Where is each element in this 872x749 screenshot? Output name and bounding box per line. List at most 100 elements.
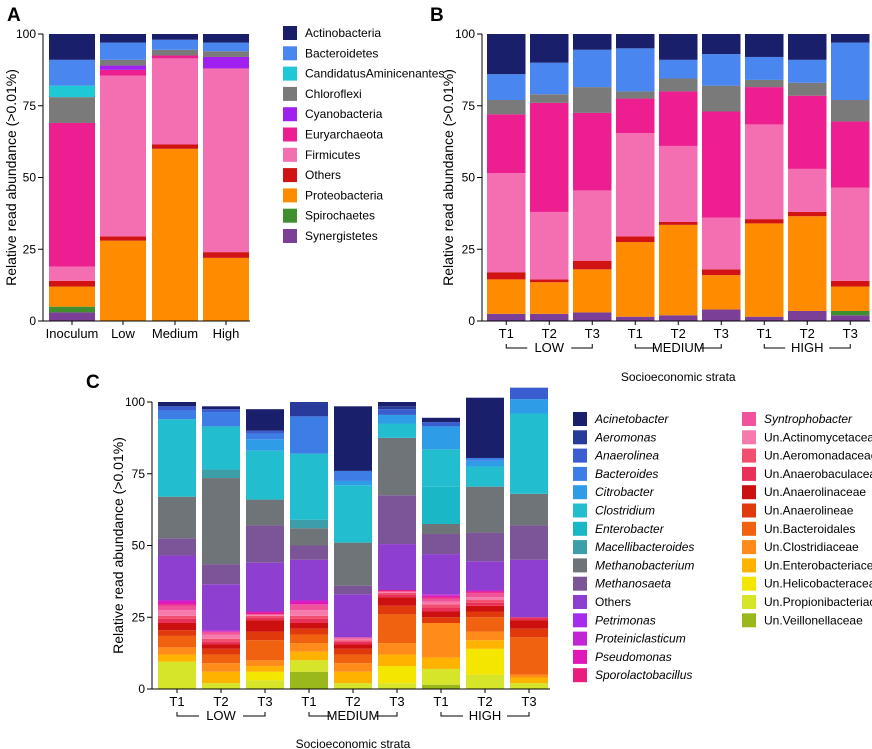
- bar-segment-b-actinobacteria-0: [487, 34, 526, 75]
- bar-segment-c-un-propionibacteriaceae-6: [422, 668, 460, 685]
- bar-segment-b-euryarchaeota-5: [702, 111, 741, 218]
- bar-segment-c-un-anaerolineae-0: [158, 630, 196, 636]
- legend-swatch-c-sporolactobacillus: [573, 668, 587, 683]
- legend-swatch-c-acinetobacter: [573, 412, 587, 426]
- bar-segment-b-actinobacteria-2: [573, 34, 612, 50]
- group-bracket-right-b: [571, 344, 593, 349]
- y-axis-title-a: Relative read abundance (>0.01%): [3, 69, 19, 286]
- legend-swatch-c-syntrophobacter: [742, 412, 756, 426]
- x-tick-label-b: T2: [800, 326, 815, 341]
- group-label-high-c: HIGH: [469, 708, 502, 723]
- bar-segment-b-bacteroidetes-6: [745, 56, 784, 80]
- bar-segment-c-methanobacterium-4: [334, 542, 372, 586]
- bar-segment-b-synergistetes-5: [702, 309, 741, 321]
- bar-segment-c-un-enterobacteriaceae-2: [246, 666, 284, 672]
- bar-segment-c-bacteroides-7: [466, 457, 504, 461]
- bar-segment-c-sporolactobacillus-6: [422, 597, 460, 599]
- bar-segment-b-firmicutes-3: [616, 133, 655, 237]
- bar-segment-c-anaerolinea-1: [202, 409, 240, 413]
- bar-segment-b-others-3: [616, 236, 655, 243]
- bar-segment-c-un-enterobacteriaceae-5: [378, 654, 416, 667]
- bar-segment-c-anaerolinea-2: [246, 430, 284, 434]
- y-tick-label-c: 75: [132, 467, 146, 481]
- legend-label-c: Un.Aeromonadaceae: [764, 449, 872, 463]
- x-tick-label-b: T1: [757, 326, 772, 341]
- bar-segment-c-citrobacter-5: [378, 414, 416, 424]
- bar-segment-c-methanosaeta-8: [510, 525, 548, 560]
- bar-segment-c-un-anaerobaculaceae-2: [246, 617, 284, 621]
- bar-segment-c-macellibacteroides-1: [202, 469, 240, 479]
- bar-segment-c-acinetobacter-1: [202, 406, 240, 410]
- bar-segment-c-un-anaerobaculaceae-8: [510, 617, 548, 621]
- bar-segment-c-un-anaerobaculaceae-6: [422, 607, 460, 612]
- bar-segment-b-proteobacteria-3: [616, 242, 655, 317]
- bar-segment-c-un-helicobacteraceae-2: [246, 671, 284, 681]
- panel-letter-b: B: [430, 5, 444, 26]
- bar-segment-c-syntrophobacter-0: [158, 605, 196, 611]
- legend-swatch-c-methanosaeta: [573, 576, 587, 591]
- legend-label-c: Clostridium: [595, 504, 655, 518]
- bar-segment-c-proteiniclasticum-6: [422, 594, 460, 596]
- legend-label-c: Proteiniclasticum: [595, 632, 686, 646]
- bar-segment-b-actinobacteria-1: [530, 34, 569, 63]
- legend-swatch-c-un-anaerobaculaceae: [742, 466, 756, 481]
- bar-segment-c-un-anaerolineae-4: [334, 648, 372, 655]
- legend-label-c: Others: [595, 595, 631, 609]
- bar-segment-a-euryarchaeota-2: [152, 55, 198, 59]
- legend-swatch-a-firmicutes: [283, 147, 297, 162]
- group-bracket-left-b: [634, 344, 657, 349]
- group-label-medium-c: MEDIUM: [327, 708, 380, 723]
- bar-segment-c-un-aeromonadaceae-4: [334, 640, 372, 642]
- bar-segment-a-proteobacteria-2: [152, 148, 198, 321]
- x-tick-label-a: Medium: [152, 326, 198, 341]
- bar-segment-b-synergistetes-0: [487, 313, 526, 321]
- legend-label-a: Others: [305, 168, 341, 182]
- bar-segment-c-enterobacter-6: [422, 486, 460, 524]
- bar-segment-c-syntrophobacter-1: [202, 631, 240, 635]
- y-tick-label-c: 0: [138, 682, 145, 696]
- bar-segment-b-proteobacteria-6: [745, 223, 784, 317]
- bar-segment-a-proteobacteria-1: [100, 240, 146, 321]
- bar-segment-b-chloroflexi-6: [745, 79, 784, 88]
- bar-segment-c-proteiniclasticum-0: [158, 600, 196, 602]
- x-tick-label-c: T3: [257, 694, 272, 709]
- bar-segment-c-clostridium-1: [202, 426, 240, 470]
- legend-swatch-c-enterobacter: [573, 521, 587, 536]
- legend-label-c: Pseudomonas: [595, 650, 672, 664]
- bar-segment-c-un-anaerolineae-6: [422, 617, 460, 623]
- bar-segment-c-anaerolinea-5: [378, 409, 416, 415]
- legend-swatch-c-citrobacter: [573, 485, 587, 500]
- bar-segment-c-un-enterobacteriaceae-3: [290, 651, 328, 661]
- legend-swatch-c-un-helicobacteraceae: [742, 576, 756, 591]
- y-tick-label-a: 100: [16, 27, 36, 41]
- bar-segment-b-firmicutes-2: [573, 190, 612, 261]
- bar-segment-c-un-aeromonadaceae-1: [202, 638, 240, 642]
- bar-segment-b-chloroflexi-3: [616, 91, 655, 99]
- bar-segment-c-un-propionibacteriaceae-0: [158, 661, 196, 690]
- bar-segment-c-clostridium-7: [466, 466, 504, 487]
- legend-label-c: Un.Anaerobaculaceae: [764, 467, 872, 481]
- bar-segment-c-un-veillonellaceae-6: [422, 684, 460, 689]
- group-bracket-left-c: [308, 712, 331, 717]
- bar-segment-c-un-anaerobaculaceae-7: [466, 602, 504, 606]
- legend-swatch-c-others: [573, 595, 587, 609]
- bar-segment-c-un-clostridiaceae-3: [290, 643, 328, 652]
- legend-swatch-c-un-anaerolineae: [742, 503, 756, 518]
- y-tick-label-a: 50: [23, 171, 37, 185]
- legend-label-c: Syntrophobacter: [764, 412, 853, 426]
- bar-segment-c-un-aeromonadaceae-5: [378, 592, 416, 595]
- bar-segment-c-un-aeromonadaceae-0: [158, 615, 196, 619]
- bar-segment-c-citrobacter-7: [466, 460, 504, 467]
- bar-segment-b-bacteroidetes-2: [573, 49, 612, 88]
- bar-segment-b-chloroflexi-0: [487, 100, 526, 115]
- bar-segment-b-bacteroidetes-8: [831, 42, 870, 101]
- x-tick-label-c: T1: [301, 694, 316, 709]
- bar-segment-b-proteobacteria-5: [702, 275, 741, 310]
- bar-segment-c-un-clostridiaceae-0: [158, 647, 196, 655]
- bar-segment-b-bacteroidetes-4: [659, 59, 698, 79]
- bar-segment-a-firmicutes-1: [100, 75, 146, 237]
- bar-segment-c-un-actinomycetaceae-6: [422, 601, 460, 605]
- legend-swatch-a-spirochaetes: [283, 208, 297, 223]
- bar-segment-c-un-clostridiaceae-4: [334, 663, 372, 672]
- bar-segment-c-un-anaerobaculaceae-3: [290, 618, 328, 623]
